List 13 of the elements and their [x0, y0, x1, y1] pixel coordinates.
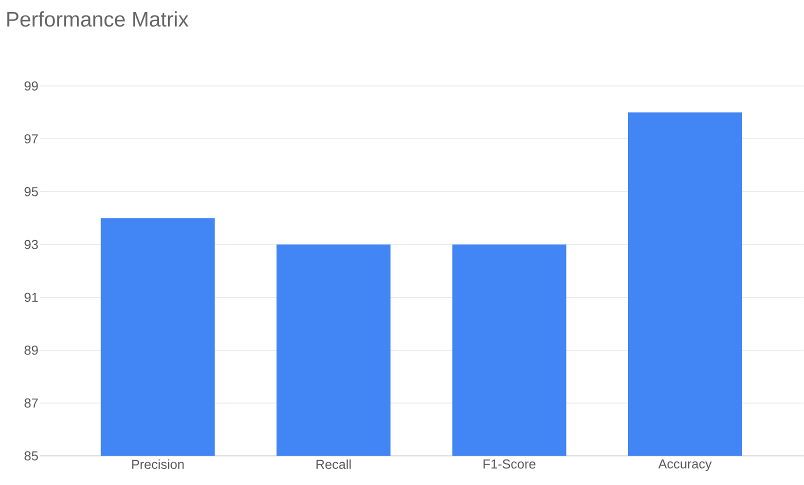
y-tick-label: 87: [24, 398, 38, 408]
x-tick-label: Accuracy: [658, 459, 712, 472]
y-tick-label: 95: [24, 187, 38, 196]
y-tick-label: 89: [24, 346, 38, 355]
chart-title: Performance Matrix: [7, 11, 188, 27]
y-tick-label: 97: [24, 134, 38, 144]
x-tick-label: F1-Score: [484, 459, 536, 469]
y-tick-label: 85: [24, 451, 38, 461]
y-tick-label: 93: [24, 240, 38, 250]
x-tick-label: Recall: [316, 459, 351, 470]
x-tick-label: Precision: [132, 459, 184, 470]
y-tick-label: 99: [24, 81, 38, 91]
y-tick-label: 91: [24, 292, 38, 302]
